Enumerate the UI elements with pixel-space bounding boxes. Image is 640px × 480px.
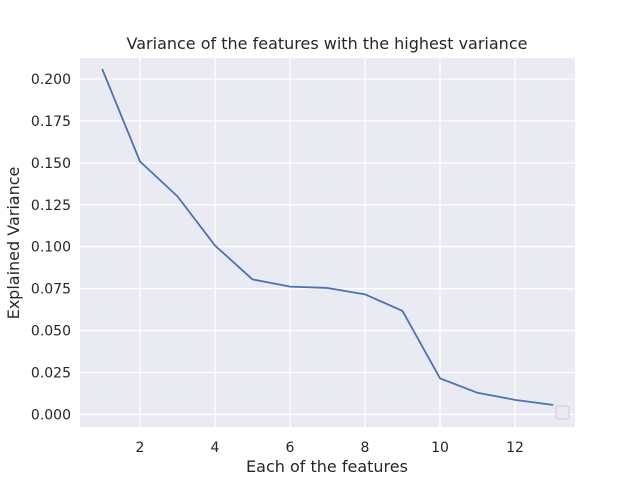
x-tick-labels: 2 4 6 8 10 12 (136, 440, 524, 456)
y-tick-label: 0.075 (31, 282, 71, 298)
y-tick-labels: 0.000 0.025 0.050 0.075 0.100 0.125 0.150 0.175… (31, 72, 71, 423)
chart-title: Variance of the features with the highes… (127, 34, 528, 53)
series-layer (101, 68, 554, 406)
y-tick-label: 0.175 (31, 114, 71, 130)
plot-area (80, 58, 575, 427)
x-axis-title: Each of the features (246, 457, 408, 476)
x-tick-label: 8 (361, 440, 370, 456)
x-tick-label: 10 (431, 440, 449, 456)
x-tick-label: 2 (136, 440, 145, 456)
y-tick-label: 0.100 (31, 240, 71, 256)
x-tick-label: 6 (286, 440, 295, 456)
y-tick-label: 0.000 (31, 407, 71, 423)
y-tick-label: 0.025 (31, 365, 71, 381)
y-tick-label: 0.150 (31, 156, 71, 172)
y-tick-label: 0.200 (31, 72, 71, 88)
y-tick-label: 0.050 (31, 324, 71, 340)
y-tick-label: 0.125 (31, 198, 71, 214)
x-tick-label: 4 (211, 440, 220, 456)
x-tick-label: 12 (506, 440, 524, 456)
y-axis-title: Explained Variance (4, 167, 23, 320)
series-line-0 (101, 68, 554, 406)
grid (80, 58, 575, 427)
legend-box (555, 405, 570, 420)
